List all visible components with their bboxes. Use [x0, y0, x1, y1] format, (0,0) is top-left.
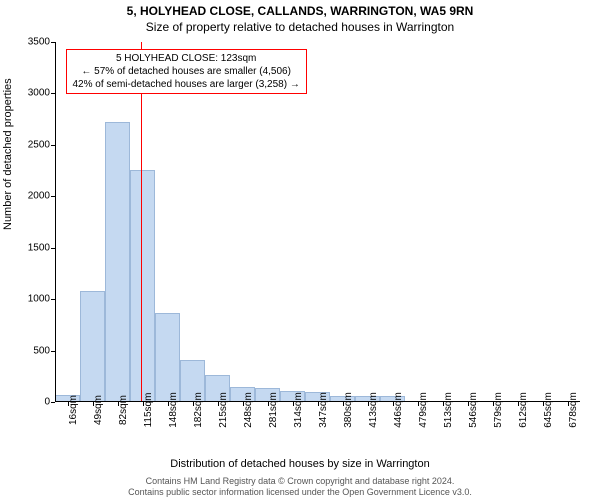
- x-tick-label: 314sqm: [293, 392, 304, 428]
- chart-container: 5, HOLYHEAD CLOSE, CALLANDS, WARRINGTON,…: [0, 0, 600, 500]
- x-tick-label: 182sqm: [193, 392, 204, 428]
- annotation-text: 5 HOLYHEAD CLOSE: 123sqm← 57% of detache…: [66, 49, 307, 94]
- x-tick-label: 16sqm: [68, 395, 79, 425]
- y-tick-label: 500: [10, 345, 50, 356]
- annotation-line-1: 5 HOLYHEAD CLOSE: 123sqm: [73, 52, 300, 65]
- y-axis-label: Number of detached properties: [2, 78, 14, 230]
- footer-attribution: Contains HM Land Registry data © Crown c…: [0, 476, 600, 498]
- histogram-bar: [105, 122, 130, 402]
- x-tick-label: 347sqm: [318, 392, 329, 428]
- x-tick-label: 546sqm: [468, 392, 479, 428]
- y-tick-label: 2000: [10, 191, 50, 202]
- x-tick-label: 413sqm: [368, 392, 379, 428]
- x-tick-label: 82sqm: [118, 395, 129, 425]
- y-tick-mark: [51, 42, 55, 43]
- footer-line-2: Contains public sector information licen…: [0, 487, 600, 498]
- annotation-line-3: 42% of semi-detached houses are larger (…: [73, 78, 300, 91]
- x-axis-label: Distribution of detached houses by size …: [0, 458, 600, 470]
- chart-title-main: 5, HOLYHEAD CLOSE, CALLANDS, WARRINGTON,…: [0, 4, 600, 18]
- footer-line-1: Contains HM Land Registry data © Crown c…: [0, 476, 600, 487]
- x-tick-label: 248sqm: [243, 392, 254, 428]
- y-tick-label: 3000: [10, 88, 50, 99]
- x-tick-label: 148sqm: [168, 392, 179, 428]
- x-tick-label: 281sqm: [268, 392, 279, 428]
- x-tick-label: 579sqm: [493, 392, 504, 428]
- x-tick-label: 446sqm: [393, 392, 404, 428]
- x-tick-label: 513sqm: [443, 392, 454, 428]
- y-tick-label: 2500: [10, 139, 50, 150]
- x-tick-label: 678sqm: [568, 392, 579, 428]
- x-tick-label: 380sqm: [343, 392, 354, 428]
- x-tick-label: 479sqm: [418, 392, 429, 428]
- annotation-line-2: ← 57% of detached houses are smaller (4,…: [73, 65, 300, 78]
- y-tick-label: 0: [10, 397, 50, 408]
- y-tick-mark: [51, 93, 55, 94]
- histogram-bar: [80, 291, 105, 402]
- y-tick-mark: [51, 248, 55, 249]
- y-axis-line: [55, 42, 56, 402]
- x-tick-label: 215sqm: [218, 392, 229, 428]
- y-tick-mark: [51, 351, 55, 352]
- x-tick-label: 645sqm: [543, 392, 554, 428]
- y-tick-mark: [51, 402, 55, 403]
- chart-title-sub: Size of property relative to detached ho…: [0, 20, 600, 34]
- x-tick-label: 49sqm: [93, 395, 104, 425]
- y-tick-mark: [51, 299, 55, 300]
- y-tick-mark: [51, 145, 55, 146]
- marker-vertical-line: [141, 42, 143, 402]
- plot-area: 5 HOLYHEAD CLOSE: 123sqm← 57% of detache…: [55, 42, 580, 402]
- y-tick-label: 1500: [10, 242, 50, 253]
- x-tick-label: 612sqm: [518, 392, 529, 428]
- x-tick-label: 115sqm: [143, 393, 154, 428]
- histogram-bar: [130, 170, 155, 402]
- y-tick-mark: [51, 196, 55, 197]
- y-tick-label: 1000: [10, 294, 50, 305]
- y-tick-label: 3500: [10, 37, 50, 48]
- histogram-bar: [155, 313, 180, 402]
